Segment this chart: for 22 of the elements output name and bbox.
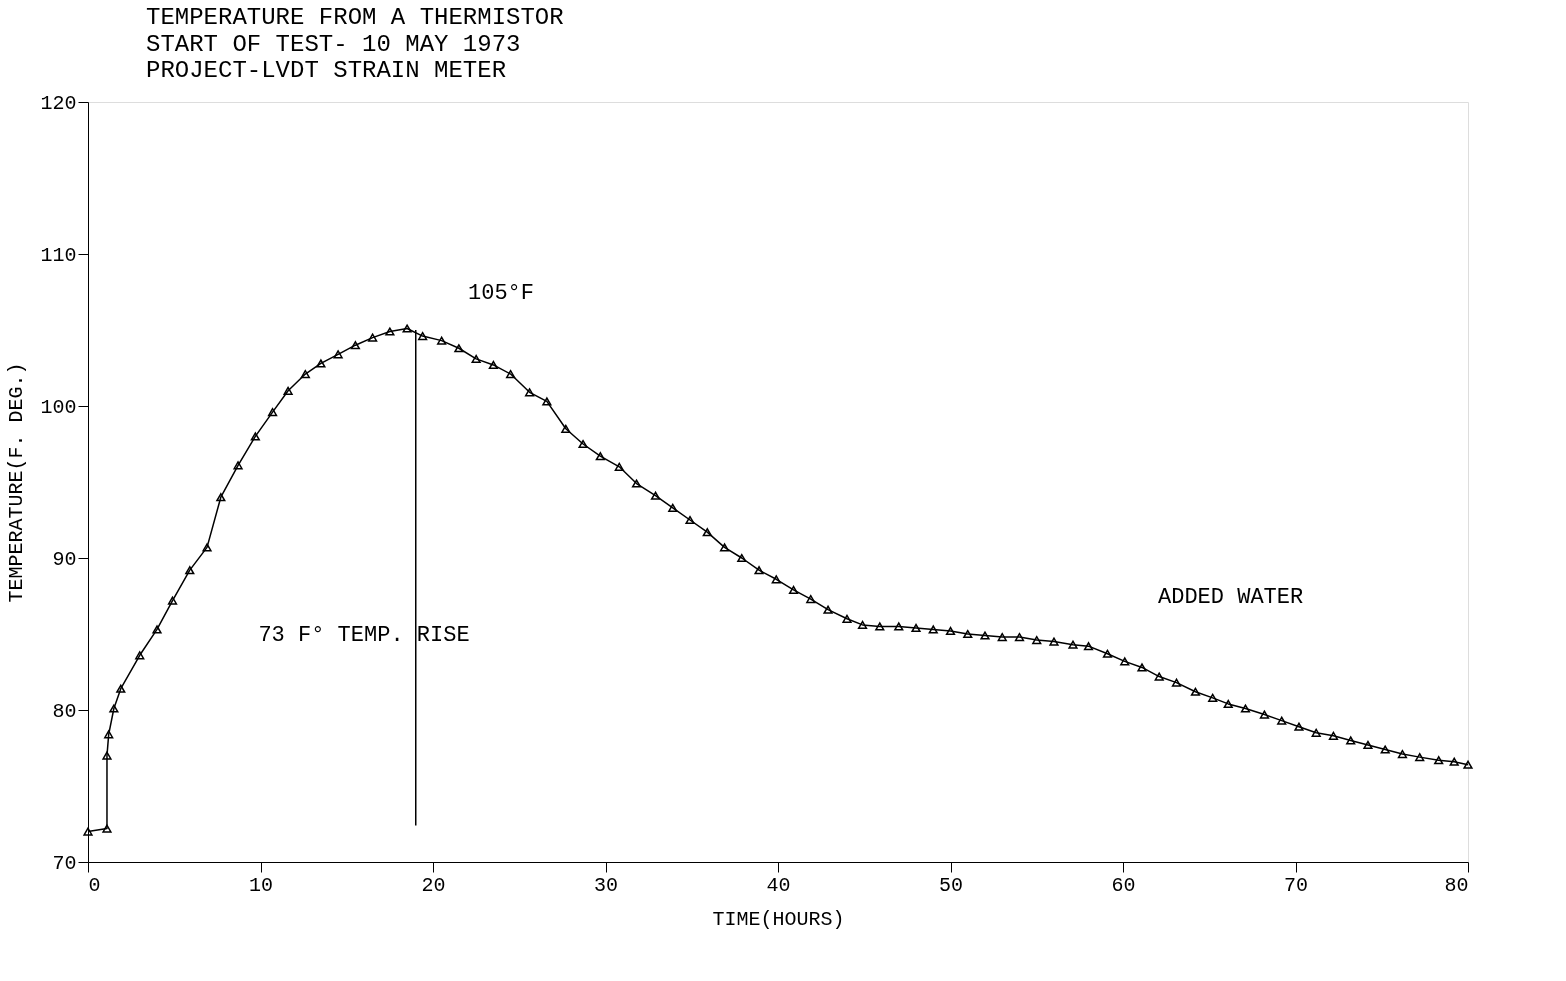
y-tick-label: 80	[52, 699, 77, 723]
x-tick-label: 60	[1111, 873, 1136, 897]
x-tick-label: 20	[421, 873, 446, 897]
chart-subtitle: START OF TEST- 10 MAY 1973 PROJECT-LVDT STRAIN METER	[145, 31, 521, 84]
y-axis-title: TEMPERATURE(F. DEG.)	[5, 362, 29, 603]
x-tick-label: 80	[1444, 873, 1469, 897]
annotation: 105°F	[468, 281, 535, 306]
x-tick-label: 30	[593, 873, 619, 897]
y-tick-label: 70	[52, 851, 77, 875]
chart-title: TEMPERATURE FROM A THERMISTOR	[145, 4, 564, 31]
annotation: 73 F° TEMP. RISE	[258, 623, 470, 648]
y-tick-label: 100	[40, 395, 77, 419]
x-tick-label: 50	[938, 873, 964, 897]
x-tick-label: 10	[248, 873, 274, 897]
y-tick-label: 120	[40, 91, 77, 115]
x-tick-label: 0	[88, 873, 101, 897]
x-axis-title: TIME(HOURS)	[712, 907, 845, 931]
x-tick-label: 40	[766, 873, 791, 897]
y-tick-label: 90	[52, 547, 77, 571]
x-tick-label: 70	[1283, 873, 1309, 897]
y-tick-label: 110	[40, 243, 77, 267]
annotation: ADDED WATER	[1158, 585, 1304, 610]
